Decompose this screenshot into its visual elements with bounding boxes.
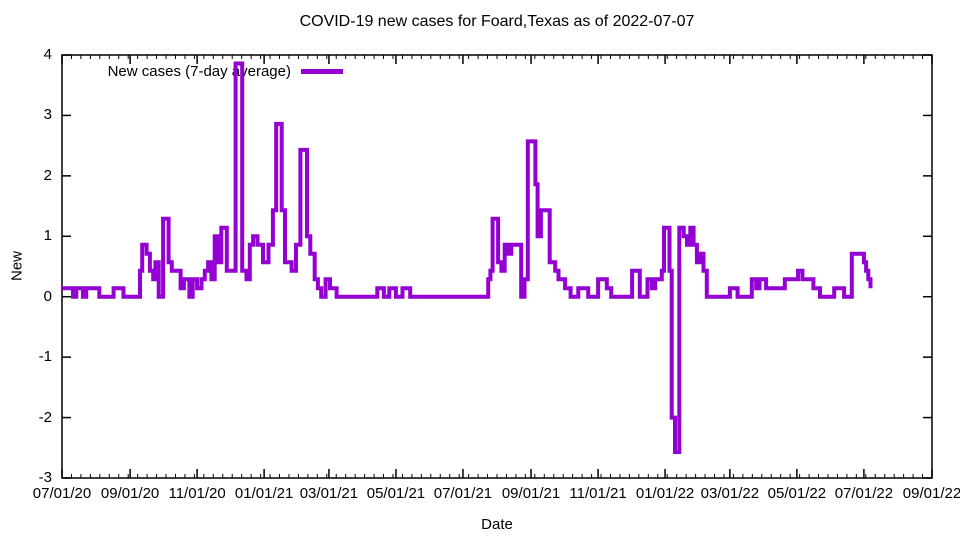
x-tick-label: 11/01/20 [168, 485, 226, 502]
legend-line-sample [301, 68, 343, 74]
x-tick-label: 03/01/21 [299, 485, 359, 502]
x-tick-label: 05/01/22 [767, 485, 827, 502]
x-tick-label: 07/01/20 [32, 485, 92, 502]
x-tick-label: 05/01/21 [366, 485, 426, 502]
x-axis-title: Date [481, 516, 513, 533]
x-tick-label: 09/01/20 [100, 485, 160, 502]
y-tick-label: -3 [38, 469, 52, 486]
legend: New cases (7-day average) [62, 62, 343, 80]
x-tick-label: 03/01/22 [700, 485, 760, 502]
x-tick-label: 09/01/22 [902, 485, 960, 502]
legend-label: New cases (7-day average) [107, 62, 291, 80]
x-tick-label: 11/01/21 [569, 485, 627, 502]
x-tick-label: 09/01/21 [501, 485, 561, 502]
chart-title: COVID-19 new cases for Foard,Texas as of… [299, 13, 695, 30]
x-tick-label: 07/01/21 [433, 485, 493, 502]
y-tick-label: 2 [43, 166, 52, 184]
x-tick-label: 01/01/22 [635, 485, 695, 502]
x-tick-label: 07/01/22 [834, 485, 894, 502]
y-tick-label: 3 [43, 106, 52, 124]
y-tick-label: 1 [43, 227, 52, 245]
y-tick-label: 4 [43, 46, 52, 63]
x-tick-label: 01/01/21 [234, 485, 294, 502]
data-line [62, 61, 873, 454]
y-tick-label: -1 [38, 348, 52, 366]
plot-border [61, 54, 933, 479]
y-tick-label: -2 [38, 408, 52, 426]
y-tick-label: 0 [43, 287, 52, 305]
